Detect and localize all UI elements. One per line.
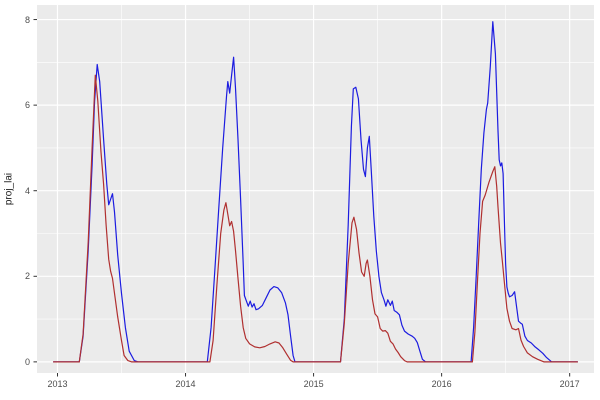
- y-tick-label-8: 8: [24, 14, 30, 25]
- y-tick-label-2: 2: [24, 271, 30, 282]
- x-tick-label-2014: 2014: [175, 379, 196, 389]
- y-tick-label-0: 0: [24, 356, 30, 367]
- x-tick-label-2016: 2016: [431, 379, 452, 389]
- red-series-line: [53, 74, 578, 363]
- x-tick-label-2015: 2015: [303, 379, 324, 389]
- blue-series-line: [53, 21, 578, 363]
- panel-background: [37, 5, 594, 373]
- y-tick-label-6: 6: [24, 100, 30, 111]
- y-tick-label-4: 4: [24, 185, 30, 196]
- x-tick-label-2013: 2013: [47, 379, 68, 389]
- x-tick-label-2017: 2017: [559, 379, 580, 389]
